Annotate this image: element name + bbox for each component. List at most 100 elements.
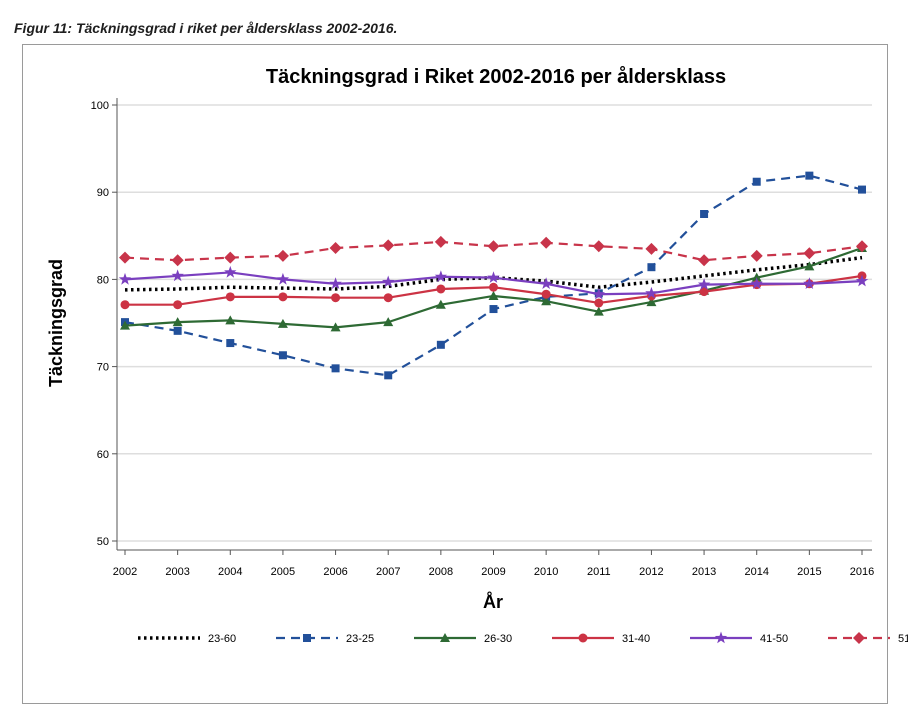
data-point	[647, 263, 656, 272]
series-31-40	[120, 271, 867, 310]
data-point	[383, 317, 394, 327]
y-tick-label: 60	[97, 449, 109, 461]
data-point	[331, 364, 340, 373]
data-point	[592, 240, 605, 253]
legend-item-51-60: 51-60	[828, 632, 908, 645]
legend-label: 26-30	[484, 633, 512, 645]
x-tick-label: 2013	[692, 566, 716, 578]
data-point	[120, 300, 130, 310]
legend-item-31-40: 31-40	[552, 633, 650, 645]
data-point	[803, 277, 816, 289]
data-point	[436, 340, 445, 349]
data-point	[697, 278, 711, 290]
data-point	[752, 177, 761, 186]
data-point	[120, 320, 130, 330]
legend-label: 51-60	[898, 633, 908, 645]
x-tick-label: 2016	[850, 566, 874, 578]
y-tick-label: 80	[97, 274, 109, 286]
y-tick-label: 50	[97, 536, 109, 548]
x-tick-label: 2014	[744, 566, 768, 578]
data-point	[171, 269, 184, 282]
data-point	[172, 317, 183, 327]
data-point	[487, 271, 500, 283]
data-point	[751, 272, 762, 282]
data-point	[750, 249, 763, 262]
y-tick-label: 70	[97, 362, 109, 374]
x-tick-label: 2009	[481, 566, 505, 578]
data-point	[698, 254, 711, 267]
data-point	[645, 286, 658, 299]
data-point	[224, 251, 237, 264]
legend-item-23-25: 23-25	[276, 633, 374, 645]
data-point	[225, 315, 236, 325]
data-point	[487, 240, 500, 253]
data-point	[382, 275, 395, 288]
x-tick-label: 2010	[534, 566, 558, 578]
series-51-60	[119, 235, 868, 267]
x-tick-label: 2008	[429, 566, 453, 578]
data-point	[489, 282, 498, 292]
y-tick-label: 100	[91, 100, 109, 112]
x-tick-label: 2011	[587, 566, 611, 578]
x-tick-label: 2012	[639, 566, 663, 578]
series-41-50	[118, 265, 869, 300]
data-point	[592, 287, 605, 300]
data-point	[855, 274, 869, 287]
data-point	[225, 292, 235, 302]
legend-marker	[440, 633, 450, 642]
data-point	[803, 247, 816, 260]
series-23-25	[121, 171, 866, 380]
data-point	[489, 305, 498, 314]
data-point	[434, 235, 447, 248]
x-tick-label: 2015	[797, 566, 821, 578]
data-point	[173, 300, 183, 310]
data-point	[594, 298, 604, 308]
legend-marker	[303, 634, 311, 642]
x-tick-label: 2005	[271, 566, 295, 578]
data-point	[541, 296, 552, 306]
data-point	[277, 318, 288, 328]
data-point	[276, 272, 290, 285]
y-axis-label: Täckningsgrad	[46, 259, 66, 387]
legend-label: 23-60	[208, 633, 236, 645]
data-point	[434, 270, 447, 282]
data-point	[171, 254, 184, 267]
data-point	[435, 299, 446, 309]
legend-marker	[853, 632, 865, 644]
data-point	[488, 290, 499, 300]
x-axis-label: År	[483, 592, 503, 612]
data-point	[330, 322, 341, 332]
legend-label: 23-25	[346, 633, 374, 645]
legend-label: 41-50	[760, 633, 788, 645]
data-point	[384, 371, 393, 380]
data-point	[540, 236, 553, 249]
legend-label: 31-40	[622, 633, 650, 645]
data-point	[276, 249, 289, 262]
x-tick-label: 2002	[113, 566, 137, 578]
data-point	[329, 242, 342, 255]
legend-item-41-50: 41-50	[690, 631, 788, 645]
chart-title: Täckningsgrad i Riket 2002-2016 per ålde…	[266, 65, 726, 88]
data-point	[436, 284, 446, 294]
data-point	[541, 289, 551, 299]
data-point	[383, 293, 393, 303]
data-point	[856, 240, 868, 253]
data-point	[540, 277, 553, 289]
data-point	[118, 272, 132, 285]
data-point	[382, 239, 395, 252]
series-line	[124, 240, 863, 262]
data-point	[278, 351, 287, 360]
legend-marker	[578, 633, 588, 643]
data-point	[858, 185, 866, 194]
data-point	[646, 297, 657, 307]
x-tick-label: 2003	[165, 566, 189, 578]
x-tick-label: 2006	[323, 566, 347, 578]
data-point	[593, 306, 604, 316]
data-point	[278, 292, 288, 302]
data-point	[329, 277, 342, 289]
data-point	[645, 242, 658, 255]
x-tick-label: 2004	[218, 566, 242, 578]
legend-marker	[714, 631, 728, 644]
data-point	[119, 251, 131, 264]
